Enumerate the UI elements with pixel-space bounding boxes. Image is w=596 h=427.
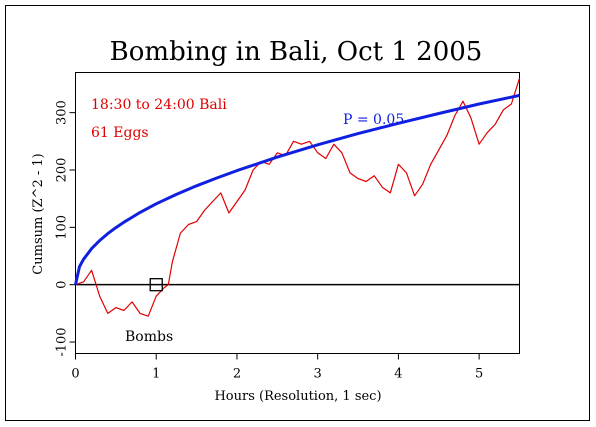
x-tick-label: 1	[152, 367, 160, 382]
series-layer	[74, 78, 521, 317]
probability-envelope-line	[74, 93, 520, 286]
figure-border	[5, 5, 590, 421]
x-tick-label: 5	[475, 367, 483, 382]
x-tick-label: 3	[314, 367, 322, 382]
y-tick-label: 100	[55, 215, 70, 240]
time-range-annotation: 18:30 to 24:00 Bali	[91, 97, 227, 113]
event-marker	[149, 278, 163, 292]
x-axis-label: Hours (Resolution, 1 sec)	[214, 389, 381, 404]
probability-annotation: P = 0.05	[343, 112, 404, 128]
y-tick-label: 0	[55, 281, 70, 289]
y-tick-label: -100	[55, 327, 70, 356]
eggs-annotation: 61 Eggs	[91, 125, 149, 141]
event-annotation: Bombs	[125, 329, 173, 345]
chart-title: Bombing in Bali, Oct 1 2005	[110, 37, 483, 67]
x-tick-label: 2	[233, 367, 241, 382]
marker-layer	[149, 278, 163, 292]
cumsum-line	[75, 78, 521, 317]
plot-area-frame	[75, 72, 520, 354]
x-tick-label: 4	[394, 367, 402, 382]
x-tick-label: 0	[71, 367, 79, 382]
y-axis-label: Cumsum (Z^2 - 1)	[31, 153, 46, 274]
y-tick-label: 200	[55, 158, 70, 183]
y-tick-label: 300	[55, 100, 70, 125]
